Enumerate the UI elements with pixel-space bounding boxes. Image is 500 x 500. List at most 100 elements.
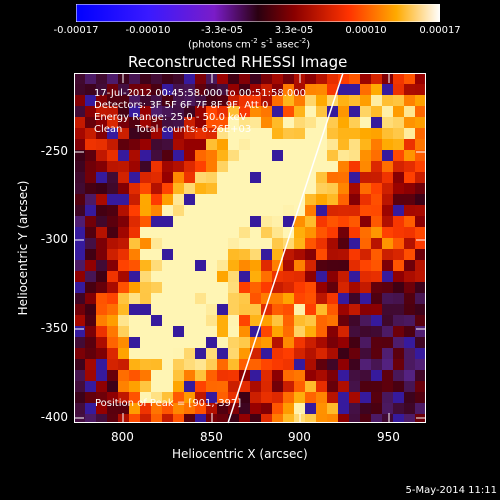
image-pixel <box>217 304 228 315</box>
image-pixel <box>173 95 184 106</box>
colorbar-tick-2: -0.00010 <box>125 25 171 36</box>
image-pixel <box>338 282 349 293</box>
image-pixel <box>338 172 349 183</box>
image-pixel <box>74 117 85 128</box>
image-pixel <box>74 183 85 194</box>
image-pixel <box>327 392 338 403</box>
image-pixel <box>272 194 283 205</box>
y-tick-label: -400 <box>40 410 68 424</box>
image-pixel <box>338 227 349 238</box>
image-pixel <box>129 238 140 249</box>
image-pixel <box>173 205 184 216</box>
image-pixel <box>129 205 140 216</box>
image-pixel <box>162 260 173 271</box>
image-pixel <box>206 128 217 139</box>
image-pixel <box>294 326 305 337</box>
image-pixel <box>206 370 217 381</box>
image-pixel <box>371 95 382 106</box>
image-pixel <box>74 370 85 381</box>
image-pixel <box>96 95 107 106</box>
image-pixel <box>261 271 272 282</box>
image-pixel <box>294 161 305 172</box>
image-pixel <box>305 414 316 423</box>
image-pixel <box>107 205 118 216</box>
image-pixel <box>74 73 85 84</box>
image-pixel <box>338 359 349 370</box>
image-pixel <box>195 315 206 326</box>
image-pixel <box>162 194 173 205</box>
image-pixel <box>294 304 305 315</box>
image-pixel <box>184 392 195 403</box>
image-pixel <box>162 117 173 128</box>
image-pixel <box>239 315 250 326</box>
image-pixel <box>261 359 272 370</box>
image-pixel <box>261 161 272 172</box>
image-pixel <box>316 238 327 249</box>
image-pixel <box>217 315 228 326</box>
image-pixel <box>272 249 283 260</box>
image-pixel <box>404 73 415 84</box>
image-pixel <box>239 414 250 423</box>
image-pixel <box>305 271 316 282</box>
image-pixel <box>316 161 327 172</box>
image-pixel <box>228 227 239 238</box>
image-pixel <box>162 271 173 282</box>
image-pixel <box>184 183 195 194</box>
obs-clean-counts: Clean Total counts: 6.26E+03 <box>94 124 252 135</box>
image-pixel <box>129 194 140 205</box>
image-pixel <box>151 73 162 84</box>
image-pixel <box>173 403 184 414</box>
image-pixel <box>371 73 382 84</box>
image-pixel <box>162 172 173 183</box>
image-pixel <box>151 106 162 117</box>
image-pixel <box>349 128 360 139</box>
image-pixel <box>327 381 338 392</box>
image-pixel <box>96 183 107 194</box>
image-pixel <box>294 150 305 161</box>
image-pixel <box>415 205 426 216</box>
image-pixel <box>294 260 305 271</box>
image-pixel <box>239 238 250 249</box>
image-pixel <box>206 403 217 414</box>
image-pixel <box>129 161 140 172</box>
image-pixel <box>228 128 239 139</box>
image-pixel <box>85 370 96 381</box>
image-pixel <box>195 194 206 205</box>
image-pixel <box>283 260 294 271</box>
image-pixel <box>404 315 415 326</box>
x-axis-title: Heliocentric X (arcsec) <box>172 447 308 461</box>
image-pixel <box>404 359 415 370</box>
image-pixel <box>294 205 305 216</box>
image-pixel <box>250 337 261 348</box>
image-pixel <box>206 150 217 161</box>
image-pixel <box>173 359 184 370</box>
image-pixel <box>393 392 404 403</box>
image-pixel <box>118 172 129 183</box>
image-pixel <box>393 414 404 423</box>
image-pixel <box>316 150 327 161</box>
image-pixel <box>96 172 107 183</box>
image-pixel <box>140 205 151 216</box>
image-pixel <box>316 326 327 337</box>
image-pixel <box>228 249 239 260</box>
image-pixel <box>195 139 206 150</box>
image-pixel <box>162 359 173 370</box>
image-pixel <box>327 348 338 359</box>
image-pixel <box>96 128 107 139</box>
image-pixel <box>371 359 382 370</box>
image-pixel <box>129 260 140 271</box>
image-pixel <box>195 216 206 227</box>
image-pixel <box>393 227 404 238</box>
image-pixel <box>118 84 129 95</box>
image-pixel <box>305 381 316 392</box>
image-pixel <box>338 392 349 403</box>
image-pixel <box>404 172 415 183</box>
image-pixel <box>239 359 250 370</box>
image-pixel <box>173 216 184 227</box>
image-pixel <box>272 348 283 359</box>
image-pixel <box>382 315 393 326</box>
image-pixel <box>239 139 250 150</box>
image-pixel <box>382 128 393 139</box>
image-pixel <box>250 260 261 271</box>
image-pixel <box>173 392 184 403</box>
